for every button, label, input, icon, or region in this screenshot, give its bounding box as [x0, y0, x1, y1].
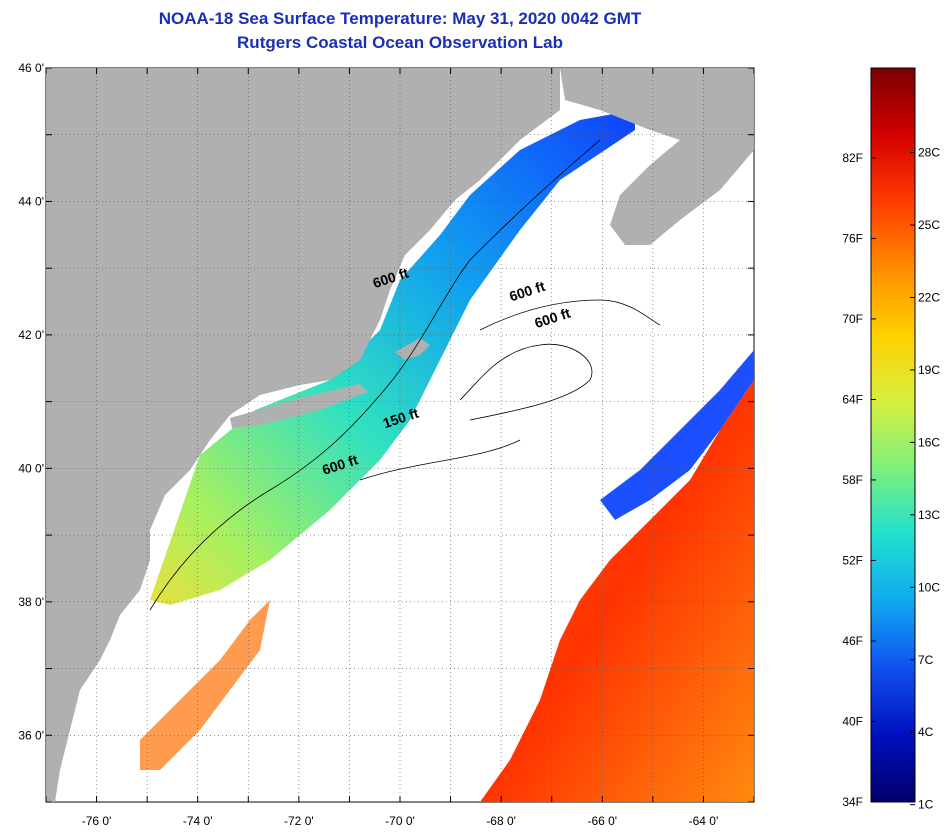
colorbar-label-f: 82F: [842, 151, 863, 165]
lon-tick-label: -76 0': [82, 814, 112, 828]
us-mainland: [46, 68, 560, 802]
lat-tick-label: 44 0': [18, 194, 44, 208]
colorbar-label-f: 58F: [842, 473, 863, 487]
colorbar-label-f: 34F: [842, 795, 863, 809]
colorbar-label-c: 28C: [918, 146, 940, 160]
nova-scotia: [560, 68, 754, 245]
colorbar-label-f: 64F: [842, 392, 863, 406]
lat-tick-label: 42 0': [18, 328, 44, 342]
colorbar-label-f: 46F: [842, 634, 863, 648]
map-title: NOAA-18 Sea Surface Temperature: May 31,…: [158, 9, 642, 28]
colorbar-label-c: 25C: [918, 218, 940, 232]
colorbar-label-f: 70F: [842, 312, 863, 326]
lat-tick-label: 46 0': [18, 61, 44, 75]
lon-tick-label: -70 0': [385, 814, 415, 828]
colorbar-label-c: 16C: [918, 435, 940, 449]
colorbar-label-c: 19C: [918, 363, 940, 377]
colorbar-label-c: 7C: [918, 653, 934, 667]
map-axes: -76 0' -74 0' -72 0' -70 0' -68 0' -66 0' -64 …: [18, 61, 755, 828]
lat-tick-label: 38 0': [18, 595, 44, 609]
colorbar-label-c: 13C: [918, 508, 940, 522]
colorbar-label-c: 1C: [918, 798, 934, 812]
long-island: [230, 384, 368, 428]
colorbar-ticks: 82F 76F 70F 64F 58F 52F 46F 40F 34F 28C 25C 22C 19C 1…: [842, 146, 940, 812]
lon-tick-label: -68 0': [486, 814, 516, 828]
gulf-stream-warm-water: [480, 380, 754, 802]
colorbar-label-f: 40F: [842, 714, 863, 728]
lon-tick-label: -64 0': [689, 814, 719, 828]
colorbar-label-c: 10C: [918, 580, 940, 594]
lat-tick-label: 40 0': [18, 461, 44, 475]
cold-front-edge: [600, 350, 754, 520]
map-subtitle: Rutgers Coastal Ocean Observation Lab: [237, 33, 563, 52]
lat-tick-label: 36 0': [18, 728, 44, 742]
colorbar: [870, 67, 916, 803]
colorbar-label-c: 22C: [918, 290, 940, 304]
shelf-water-swath: [150, 110, 635, 605]
colorbar-label-c: 4C: [918, 725, 934, 739]
lon-tick-label: -66 0': [587, 814, 617, 828]
colorbar-label-f: 76F: [842, 231, 863, 245]
southern-shelf-swath: [140, 600, 270, 770]
bathymetry-contours: [149, 139, 661, 611]
lon-tick-label: -74 0': [183, 814, 213, 828]
colorbar-label-f: 52F: [842, 553, 863, 567]
cape-cod: [395, 338, 430, 360]
lon-tick-label: -72 0': [284, 814, 314, 828]
